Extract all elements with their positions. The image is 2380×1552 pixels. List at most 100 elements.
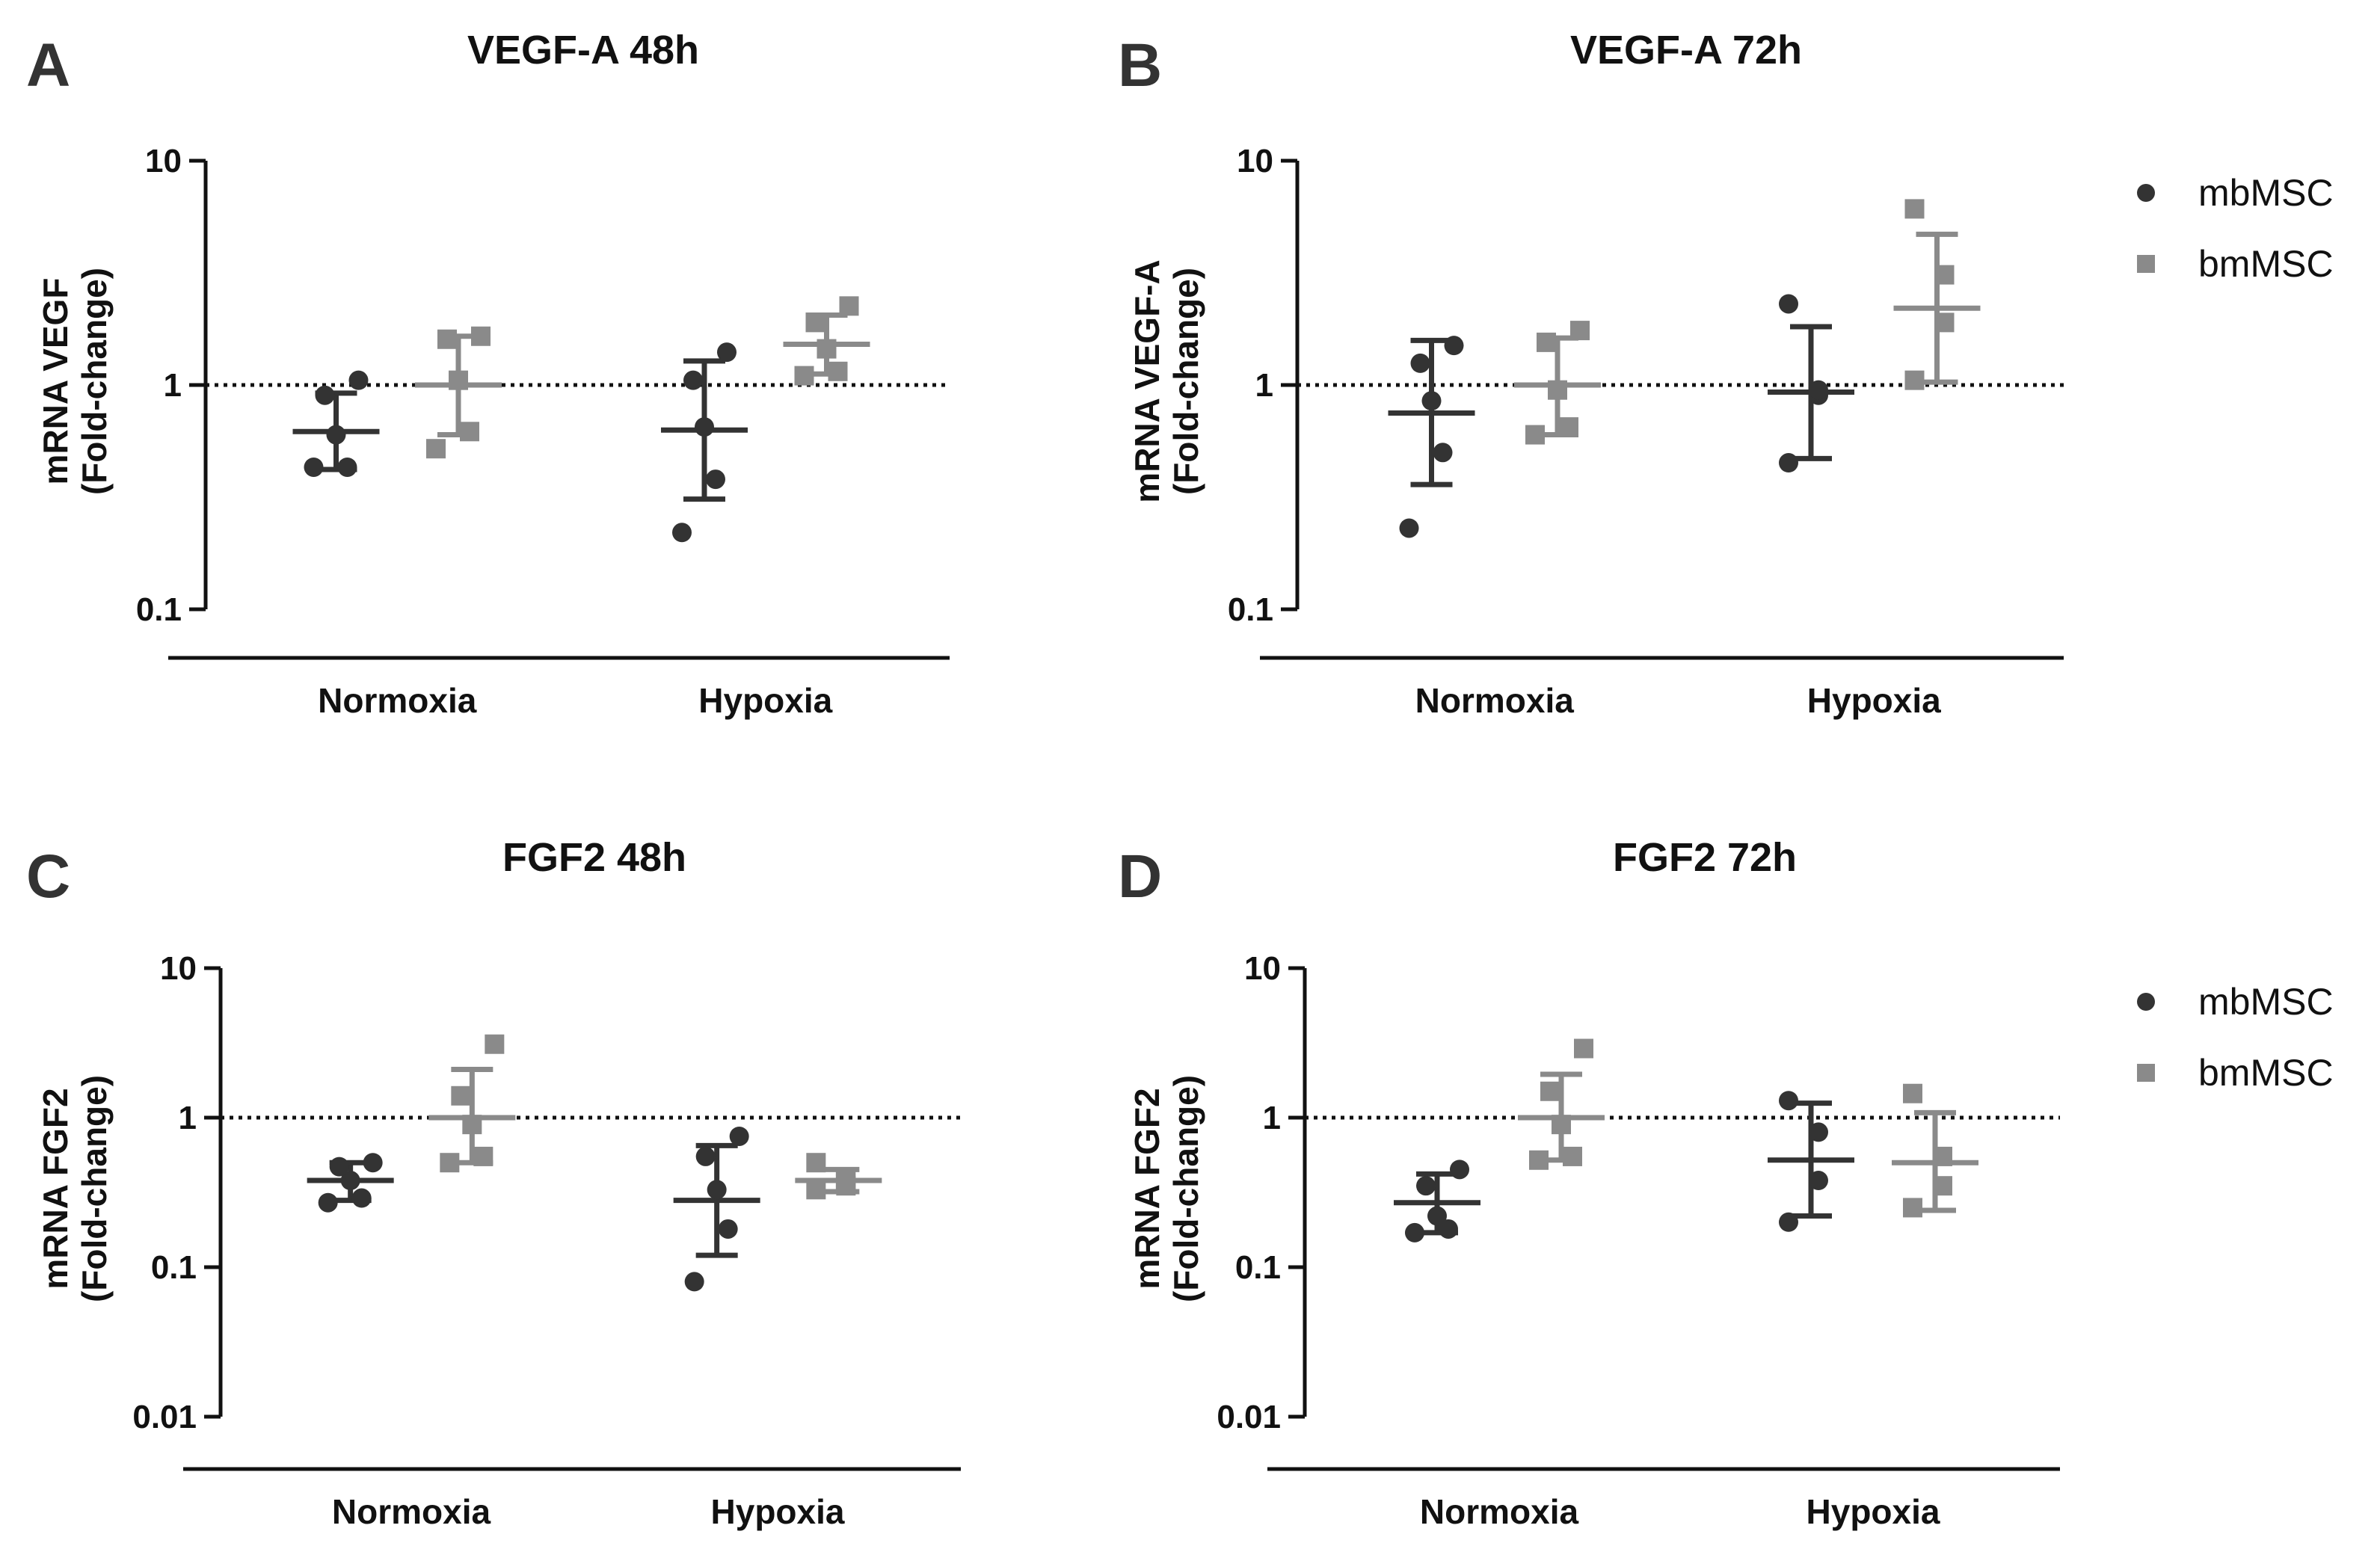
y-axis-label: mRNA FGF2(Fold-change) (1128, 1075, 1205, 1302)
data-point-mbmsc (1405, 1222, 1424, 1242)
panel-b: B VEGF-A 72h 0.1 1 10 mRNA VEGF-A(Fold-chan… (1118, 28, 2334, 720)
data-point-bmmsc (817, 339, 837, 359)
y-axis-label-line: mRNA FGF2 (36, 1088, 75, 1289)
data-point-mbmsc (1427, 1206, 1447, 1226)
data-point-bmmsc (437, 329, 458, 349)
data-point-mbmsc (1779, 453, 1799, 473)
y-tick-label: 0.1 (1228, 591, 1273, 628)
x-category-label: Hypoxia (1806, 1492, 1940, 1531)
y-axis-label-line: (Fold-change) (1166, 268, 1205, 495)
y-tick-label: 1 (179, 1100, 197, 1136)
y-tick-label: 10 (1237, 143, 1273, 179)
data-point-bmmsc (426, 439, 446, 459)
data-point-bmmsc (806, 1153, 826, 1173)
y-axis-label: mRNA VEGF-A(Fold-change) (1128, 259, 1205, 502)
data-point-bmmsc (1563, 1146, 1582, 1166)
data-point-bmmsc (1903, 1198, 1922, 1218)
data-point-mbmsc (363, 1153, 383, 1173)
data-point-mbmsc (326, 425, 346, 445)
data-point-mbmsc (315, 385, 335, 405)
x-category-label: Hypoxia (1807, 681, 1941, 720)
y-tick-label: 10 (145, 143, 182, 179)
data-point-mbmsc (1444, 336, 1464, 356)
x-category-label: Hypoxia (711, 1492, 845, 1531)
panel-letter: D (1118, 843, 1162, 911)
data-point-bmmsc (1934, 265, 1955, 285)
y-tick-label: 0.1 (151, 1249, 197, 1286)
data-point-bmmsc (471, 326, 491, 346)
y-tick-label: 0.1 (1235, 1249, 1281, 1286)
legend-marker-bmmsc (2137, 255, 2155, 273)
data-point-mbmsc (1450, 1160, 1469, 1180)
data-point-mbmsc (1399, 518, 1419, 538)
data-point-bmmsc (1904, 370, 1925, 390)
y-tick-label: 0.01 (1217, 1399, 1281, 1435)
data-point-mbmsc (329, 1157, 349, 1177)
data-point-mbmsc (716, 342, 737, 363)
data-point-mbmsc (318, 1192, 338, 1213)
data-point-mbmsc (1779, 1212, 1798, 1232)
data-point-bmmsc (1547, 380, 1567, 400)
data-point-bmmsc (828, 361, 848, 381)
legend-label: bmMSC (2198, 1052, 2334, 1094)
x-category-label: Normoxia (318, 681, 477, 720)
data-point-bmmsc (794, 366, 814, 386)
data-point-mbmsc (1439, 1219, 1458, 1239)
y-axis-label-line: (Fold-change) (1166, 1075, 1205, 1302)
data-point-mbmsc (348, 370, 369, 390)
x-category-label: Normoxia (1420, 1492, 1579, 1531)
data-point-bmmsc (485, 1034, 505, 1054)
data-point-bmmsc (1529, 1150, 1549, 1170)
data-point-bmmsc (1933, 1146, 1952, 1166)
data-point-mbmsc (705, 469, 725, 490)
y-tick-label: 10 (1244, 950, 1281, 987)
data-point-bmmsc (460, 422, 480, 442)
y-tick-label: 0.01 (132, 1399, 197, 1435)
data-point-mbmsc (1421, 391, 1442, 411)
data-point-mbmsc (304, 457, 324, 477)
data-point-bmmsc (1569, 321, 1590, 341)
data-point-bmmsc (451, 1086, 471, 1106)
legend-marker-mbmsc (2137, 184, 2155, 202)
y-axis-label: mRNA FGF2(Fold-change) (36, 1075, 114, 1302)
y-axis-label-line: mRNA VEGF-A (1128, 259, 1166, 502)
data-point-mbmsc (707, 1180, 727, 1200)
y-tick-label: 1 (164, 367, 182, 404)
legend-marker-mbmsc (2137, 993, 2155, 1011)
panel-letter: A (26, 31, 70, 99)
data-point-bmmsc (473, 1146, 493, 1166)
x-category-label: Normoxia (1415, 681, 1575, 720)
data-point-bmmsc (839, 296, 859, 316)
data-point-mbmsc (1809, 380, 1829, 400)
data-point-mbmsc (684, 1272, 704, 1292)
data-point-mbmsc (1779, 1091, 1798, 1111)
data-point-bmmsc (805, 312, 825, 333)
data-point-mbmsc (340, 1171, 360, 1191)
y-axis-label-line: mRNA VEGF (36, 278, 75, 485)
data-point-mbmsc (695, 1146, 716, 1166)
data-point-bmmsc (449, 370, 469, 390)
chart-title: FGF2 48h (502, 835, 686, 880)
y-axis-label-line: mRNA FGF2 (1128, 1088, 1166, 1289)
data-point-bmmsc (806, 1180, 826, 1200)
data-point-bmmsc (1540, 1081, 1560, 1101)
data-point-mbmsc (1809, 1171, 1828, 1191)
data-point-mbmsc (718, 1219, 738, 1239)
data-point-bmmsc (1903, 1083, 1922, 1103)
legend-label: mbMSC (2198, 981, 2334, 1023)
y-tick-label: 0.1 (136, 591, 182, 628)
data-point-bmmsc (1558, 417, 1578, 437)
data-point-bmmsc (1536, 332, 1556, 352)
plot-area: 0.01 0.1 1 10 mRNA FGF2(Fold-change) Normoxia… (1128, 950, 2334, 1531)
data-point-bmmsc (1552, 1115, 1571, 1135)
legend-marker-bmmsc (2137, 1064, 2155, 1082)
y-axis-label-line: (Fold-change) (75, 1075, 114, 1302)
data-point-mbmsc (683, 370, 703, 390)
x-category-label: Hypoxia (698, 681, 832, 720)
data-point-bmmsc (1525, 425, 1545, 445)
y-tick-label: 1 (1263, 1100, 1281, 1136)
plot-area: 0.1 1 10 mRNA VEGF(Fold-change) Normoxia Hypo… (36, 143, 950, 720)
legend-label: bmMSC (2198, 243, 2334, 285)
data-point-mbmsc (729, 1126, 749, 1146)
